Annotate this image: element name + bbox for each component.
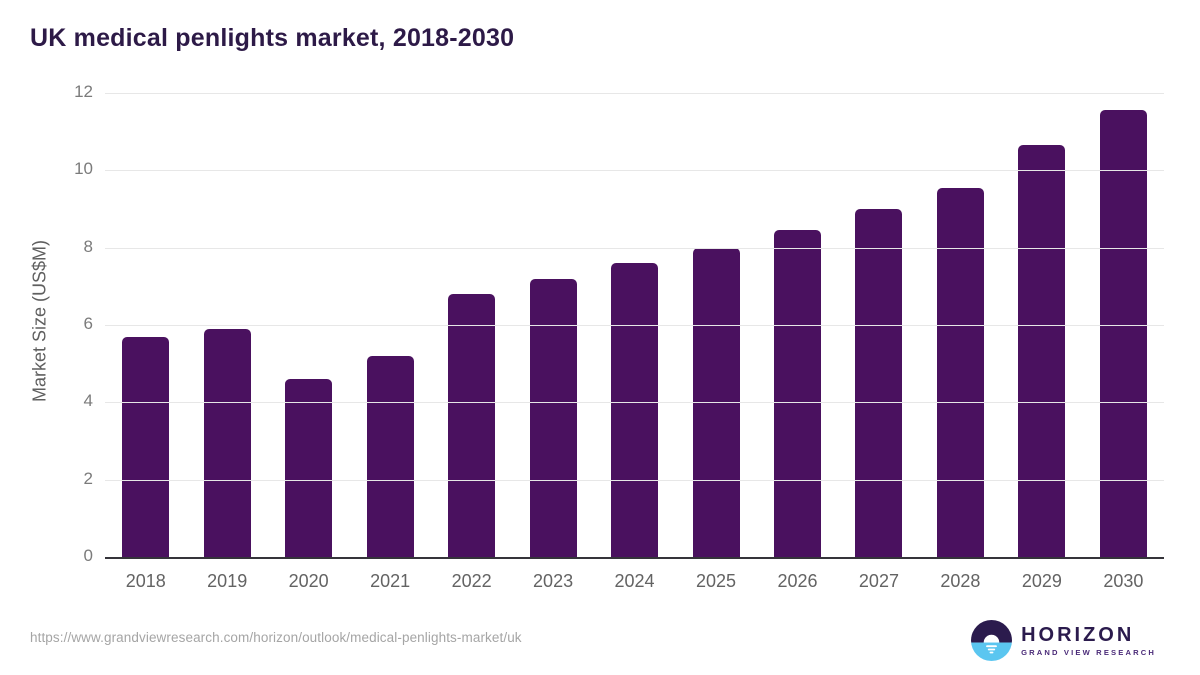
y-tick-label-2: 2 xyxy=(83,468,93,488)
x-tick-label-2025: 2025 xyxy=(695,571,737,591)
x-tick-label-2023: 2023 xyxy=(533,571,574,591)
gridline-12 xyxy=(105,93,1164,94)
bar-slot-2019 xyxy=(186,95,267,557)
x-tick-label-2028: 2028 xyxy=(940,571,981,591)
bar-slot-2027 xyxy=(838,95,919,557)
bar-2029 xyxy=(1018,145,1066,557)
y-tick-label-8: 8 xyxy=(83,236,93,256)
bar-slot-2022 xyxy=(431,95,512,557)
bar-slot-2025 xyxy=(675,95,756,557)
bar-2023 xyxy=(529,278,577,557)
y-tick-label-6: 6 xyxy=(83,314,93,333)
y-tick-label-4: 4 xyxy=(83,391,93,411)
bar-2025 xyxy=(692,247,740,557)
bar-slot-2018 xyxy=(105,95,186,557)
bar-slot-2024 xyxy=(594,95,675,557)
bar-slot-2023 xyxy=(512,95,593,557)
bar-2020 xyxy=(285,379,333,557)
bar-slot-2030 xyxy=(1083,95,1164,557)
gridline-10 xyxy=(105,170,1164,172)
bar-slot-2028 xyxy=(920,95,1001,557)
source-url: https://www.grandviewresearch.com/horizo… xyxy=(30,630,522,645)
horizon-logo: HORIZON GRAND VIEW RESEARCH xyxy=(971,620,1156,661)
bar-2021 xyxy=(366,355,414,557)
bar-slot-2020 xyxy=(268,95,349,557)
gridline-2 xyxy=(105,479,1164,481)
y-tick-label-10: 10 xyxy=(74,159,93,179)
logo-brand: HORIZON xyxy=(1021,623,1135,646)
gridline-4 xyxy=(105,402,1164,404)
bar-2028 xyxy=(936,187,984,557)
x-tick-label-2019: 2019 xyxy=(207,571,248,591)
y-tick-label-0: 0 xyxy=(83,546,93,565)
x-tick-label-2029: 2029 xyxy=(1021,571,1062,591)
x-tick-label-2021: 2021 xyxy=(370,571,411,591)
x-tick-label-2018: 2018 xyxy=(125,571,166,591)
bar-2024 xyxy=(611,263,659,557)
bar-2019 xyxy=(203,328,251,557)
bar-slot-2029 xyxy=(1001,95,1082,557)
x-tick-label-2022: 2022 xyxy=(451,571,492,591)
bar-slot-2021 xyxy=(349,95,430,557)
plot-area: 0 2 4 6 8 10 12 xyxy=(74,83,1164,564)
bar-2030 xyxy=(1099,110,1147,557)
x-tick-label-2024: 2024 xyxy=(614,571,655,591)
x-tick-label-2020: 2020 xyxy=(288,571,329,591)
gridline-6 xyxy=(105,325,1164,326)
bar-2018 xyxy=(122,336,170,557)
y-axis-title: Market Size (US$M) xyxy=(29,239,50,403)
horizon-sun-icon xyxy=(971,620,1013,661)
chart-title: UK medical penlights market, 2018-2030 xyxy=(30,24,515,52)
bar-2027 xyxy=(855,209,903,557)
gridline-8 xyxy=(105,247,1164,249)
bar-series xyxy=(105,95,1164,557)
bar-slot-2026 xyxy=(757,95,838,557)
bar-2022 xyxy=(448,294,496,557)
x-tick-label-2027: 2027 xyxy=(858,571,899,591)
y-tick-label-12: 12 xyxy=(74,82,93,101)
bar-2026 xyxy=(773,230,821,557)
logo-subtitle: GRAND VIEW RESEARCH xyxy=(1021,647,1156,657)
x-axis-labels: 2018 2019 2020 2021 2022 2023 2024 2025 2026 2027… xyxy=(105,571,1164,592)
x-tick-label-2030: 2030 xyxy=(1103,571,1144,591)
x-tick-label-2026: 2026 xyxy=(777,571,818,591)
logo-text: HORIZON GRAND VIEW RESEARCH xyxy=(1021,623,1156,657)
